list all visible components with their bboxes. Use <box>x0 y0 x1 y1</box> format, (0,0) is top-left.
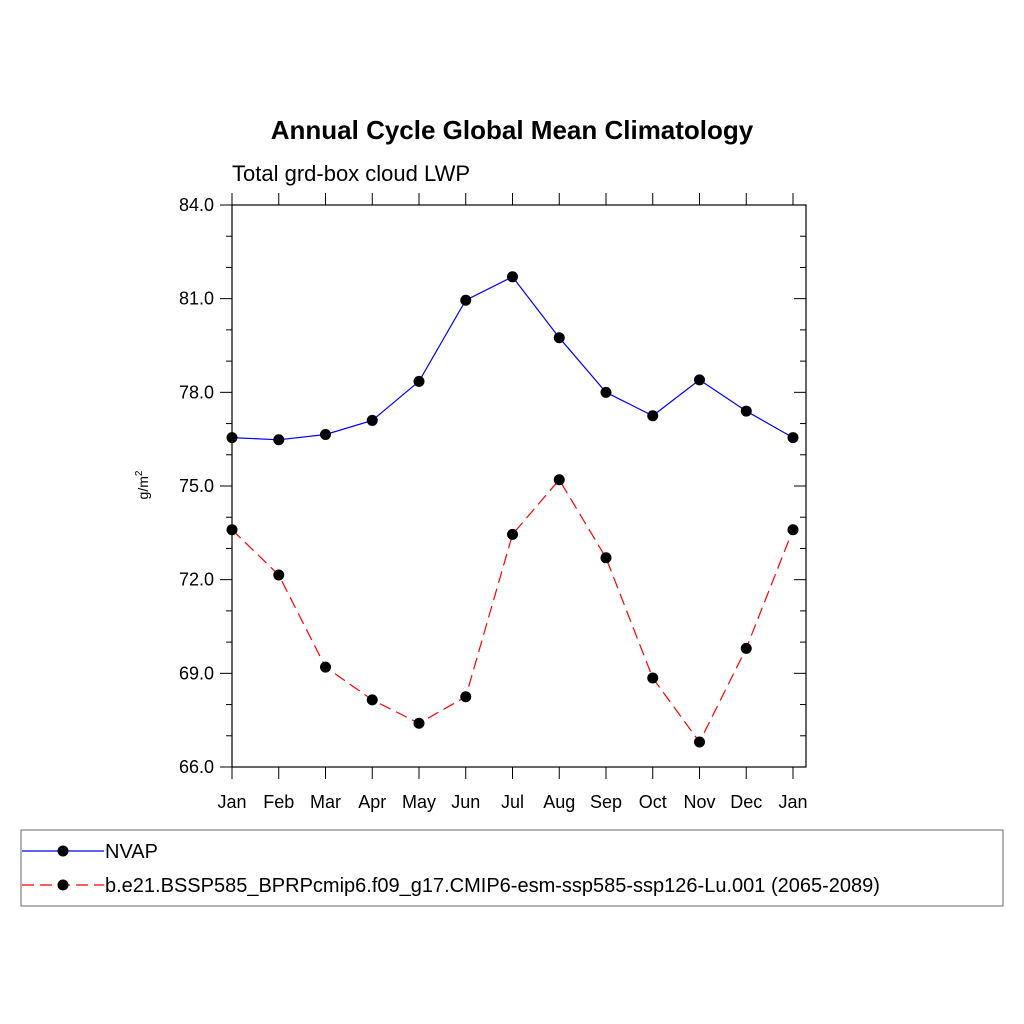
y-tick-label: 69.0 <box>179 663 214 683</box>
series-layer <box>226 271 799 748</box>
y-tick-label: 72.0 <box>179 570 214 590</box>
x-tick-label: Apr <box>358 792 386 812</box>
y-tick-label: 81.0 <box>179 289 214 309</box>
series-0-point <box>553 332 565 344</box>
x-tick-label: Jan <box>217 792 246 812</box>
y-tick-label: 75.0 <box>179 476 214 496</box>
series-1-point <box>320 661 331 673</box>
x-tick-label: Jul <box>501 792 524 812</box>
series-0-point <box>460 294 472 306</box>
series-0-point <box>226 432 238 444</box>
y-axis-label-text: g/m <box>135 476 151 499</box>
series-1-point <box>600 552 612 564</box>
series-1-point <box>647 672 659 684</box>
chart-title: Annual Cycle Global Mean Climatology <box>271 115 754 145</box>
x-tick-label: Oct <box>639 792 667 812</box>
plot-frame <box>231 204 807 768</box>
legend-marker-0 <box>57 845 69 857</box>
x-tick-label: Feb <box>263 792 294 812</box>
series-1-point <box>787 524 799 536</box>
x-tick-label: Jun <box>451 792 480 812</box>
legend-label-1: b.e21.BSSP585_BPRPcmip6.f09_g17.CMIP6-es… <box>105 875 880 897</box>
series-0-point <box>366 414 378 426</box>
x-tick-label: Nov <box>683 792 715 812</box>
legend-box <box>20 829 1004 907</box>
axes: 66.0 69.0 72.0 75.0 78.0 81.0 84.0 Jan Feb Mar Apr… <box>179 193 808 812</box>
series-1-point <box>694 736 705 748</box>
x-tick-label: May <box>402 792 436 812</box>
series-1-point <box>366 694 378 706</box>
series-0-point <box>647 410 659 422</box>
legend-label-0: NVAP <box>105 841 158 863</box>
series-1-point <box>507 528 518 540</box>
series-line-0 <box>231 276 794 441</box>
series-1-point <box>413 717 425 729</box>
series-line-1 <box>231 478 794 744</box>
series-0-point <box>507 271 518 283</box>
series-1-point <box>740 642 752 654</box>
series-0-point <box>320 428 331 440</box>
x-tick-label: Aug <box>543 792 575 812</box>
y-tick-label: 78.0 <box>179 382 214 402</box>
series-0-point <box>273 434 285 446</box>
series-0-point <box>694 374 705 386</box>
x-tick-label: Jan <box>778 792 807 812</box>
x-tick-label: Dec <box>730 792 762 812</box>
legend-marker-1 <box>57 879 69 891</box>
legend: NVAP b.e21.BSSP585_BPRPcmip6.f09_g17.CMIP… <box>20 829 1004 907</box>
series-1-point <box>273 569 285 581</box>
series-0-point <box>787 432 799 444</box>
series-0-point <box>413 375 425 387</box>
y-axis-label: g/m2 <box>134 470 151 499</box>
x-tick-label: Sep <box>590 792 622 812</box>
series-1-point <box>460 691 472 703</box>
y-tick-label: 84.0 <box>179 195 214 215</box>
y-tick-label: 66.0 <box>179 757 214 777</box>
y-axis-label-superscript: 2 <box>134 470 145 476</box>
series-0-point <box>600 386 612 398</box>
series-0-point <box>740 405 752 417</box>
chart-subtitle: Total grd-box cloud LWP <box>232 161 470 186</box>
series-1-point <box>553 474 565 486</box>
series-1-point <box>226 524 238 536</box>
x-tick-label: Mar <box>310 792 341 812</box>
